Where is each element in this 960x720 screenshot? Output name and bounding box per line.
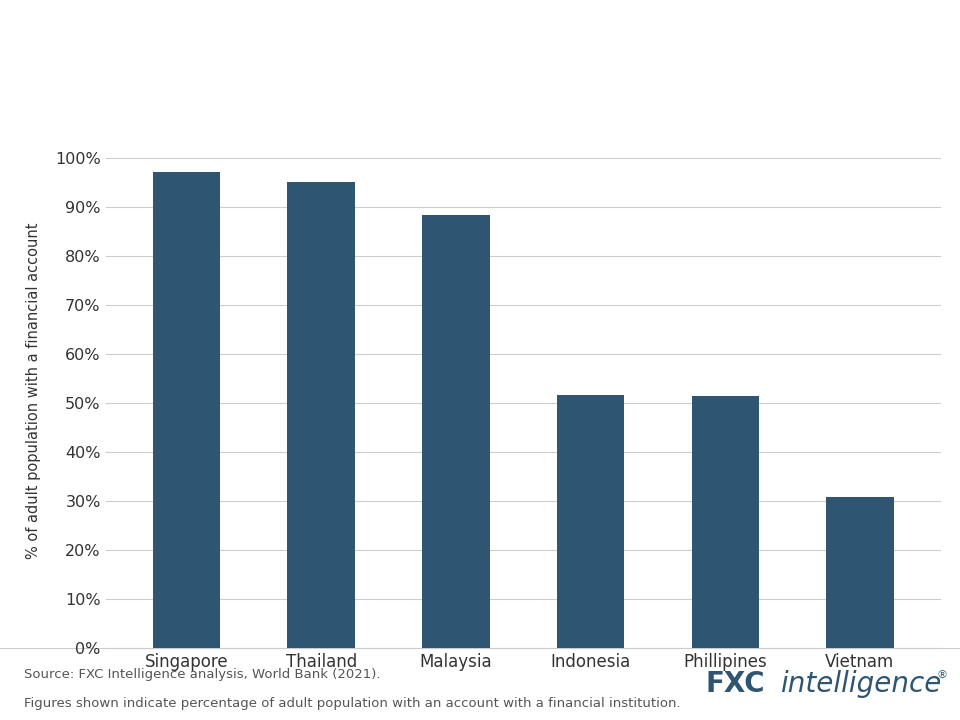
Text: Percentage of adult population with a financial account: Percentage of adult population with a fi…: [24, 74, 541, 93]
Bar: [557, 395, 624, 648]
Bar: [827, 497, 894, 648]
Text: Bank account usage across Southeast Asian countries: Bank account usage across Southeast Asia…: [24, 21, 952, 50]
Text: Figures shown indicate percentage of adult population with an account with a fin: Figures shown indicate percentage of adu…: [24, 697, 681, 710]
Bar: [691, 396, 759, 648]
Bar: [422, 215, 490, 648]
Y-axis label: % of adult population with a financial account: % of adult population with a financial a…: [26, 222, 41, 559]
Bar: [153, 172, 220, 648]
Text: FXC: FXC: [706, 670, 765, 698]
Bar: [287, 182, 355, 648]
Text: ®: ®: [936, 670, 947, 680]
Text: Source: FXC Intelligence analysis, World Bank (2021).: Source: FXC Intelligence analysis, World…: [24, 668, 380, 681]
Text: intelligence: intelligence: [780, 670, 941, 698]
